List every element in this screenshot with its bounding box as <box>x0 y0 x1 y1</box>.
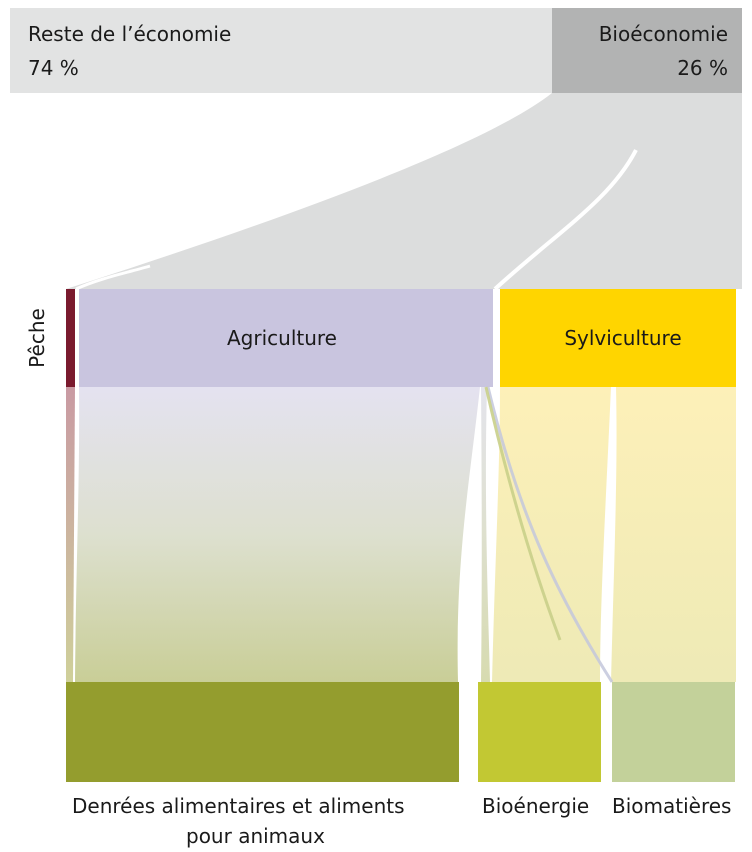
flow-fishing-food <box>66 387 75 682</box>
bioeconomy-bar <box>552 8 742 93</box>
food-feed-label-line1: Denrées alimentaires et aliments <box>72 794 405 818</box>
band-separator-fishing <box>75 264 151 291</box>
flow-agriculture-bioenergy <box>481 387 490 682</box>
flow-forestry-biomaterials <box>611 387 736 682</box>
fishing-node <box>66 289 75 387</box>
flow-agriculture-food <box>75 387 480 682</box>
food-feed-node <box>66 682 459 782</box>
rest-of-economy-value: 74 % <box>28 56 79 80</box>
bioenergy-node <box>478 682 601 782</box>
bioenergy-label: Bioénergie <box>482 794 590 818</box>
rest-of-economy-bar <box>10 8 552 93</box>
agriculture-node <box>79 289 493 387</box>
biomaterials-node <box>612 682 735 782</box>
fishing-label: Pêche <box>25 308 49 368</box>
rest-of-economy-label: Reste de l’économie <box>28 22 232 46</box>
flow-agriculture-bioenergy-line <box>484 386 562 641</box>
forestry-label: Sylviculture <box>564 326 681 350</box>
flow-agriculture-biomaterials <box>486 386 614 683</box>
bioeconomy-value: 26 % <box>677 56 728 80</box>
bioeconomy-label: Bioéconomie <box>598 22 728 46</box>
food-feed-label-line2: pour animaux <box>186 824 325 848</box>
flow-forestry-bioenergy <box>492 387 611 682</box>
bioeconomy-flow-band <box>66 93 742 289</box>
agriculture-label: Agriculture <box>227 326 337 350</box>
biomaterials-label: Biomatières <box>612 794 732 818</box>
forestry-node <box>500 289 736 387</box>
band-separator-agri-forest <box>493 149 638 291</box>
